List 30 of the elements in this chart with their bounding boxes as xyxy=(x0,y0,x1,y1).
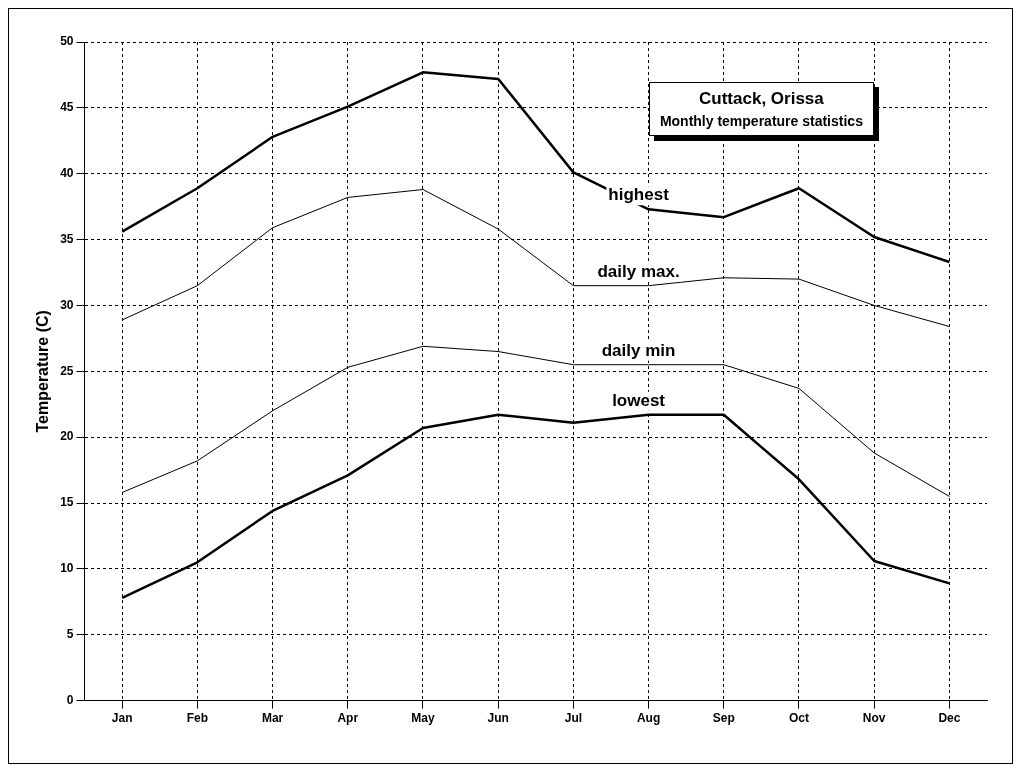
series-label: daily min xyxy=(601,340,676,360)
x-tick-label: May xyxy=(411,711,435,726)
x-tick-label: Dec xyxy=(938,711,961,726)
x-tick-label: Aug xyxy=(636,711,661,726)
y-tick-label: 15 xyxy=(60,495,74,510)
y-tick-label: 50 xyxy=(60,34,74,49)
y-tick-label: 25 xyxy=(60,363,74,378)
y-tick-label: 45 xyxy=(60,100,74,115)
y-tick-label: 0 xyxy=(66,692,74,707)
y-tick-label: 40 xyxy=(60,166,74,181)
series-label: highest xyxy=(608,185,670,205)
y-tick-label: 20 xyxy=(60,429,74,444)
x-tick-label: Feb xyxy=(186,711,209,726)
text: Monthly temperature statistics xyxy=(659,113,863,129)
y-tick-label: 10 xyxy=(60,561,74,576)
x-tick-label: Sep xyxy=(712,711,735,726)
x-tick-label: Apr xyxy=(337,711,359,726)
y-axis-title: Temperature (C) xyxy=(34,310,52,433)
x-tick-label: Jun xyxy=(487,711,509,726)
x-tick-label: Nov xyxy=(862,711,886,726)
y-tick-label: 5 xyxy=(66,627,74,642)
x-tick-label: Jul xyxy=(564,711,583,726)
x-tick-label: Jan xyxy=(111,711,133,726)
text: Cuttack, Orissa xyxy=(698,89,825,109)
x-tick-label: Oct xyxy=(788,711,809,726)
series-label: lowest xyxy=(612,390,666,410)
y-tick-label: 35 xyxy=(60,231,74,246)
y-tick-label: 30 xyxy=(60,297,74,312)
x-tick-label: Mar xyxy=(261,711,284,726)
series-label: daily max. xyxy=(597,261,680,281)
